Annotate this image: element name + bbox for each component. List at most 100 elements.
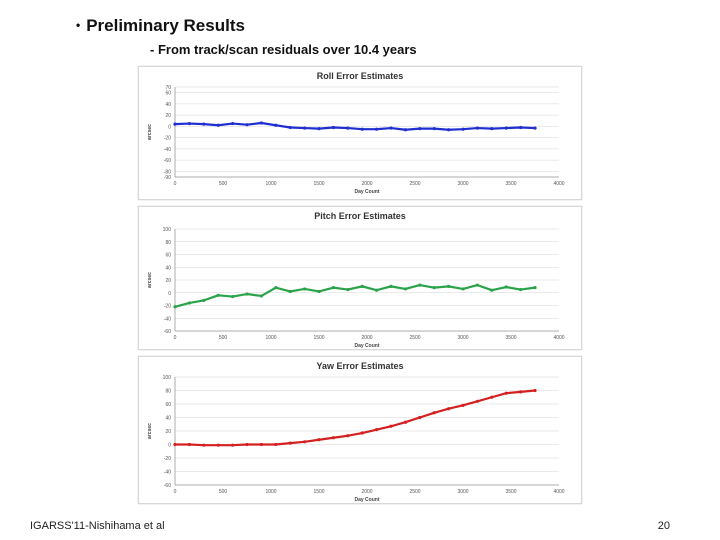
chart-title: Pitch Error Estimates (314, 211, 406, 221)
y-tick-label: -40 (164, 147, 171, 153)
y-tick-label: -40 (164, 316, 171, 322)
data-point (447, 128, 451, 132)
data-point (216, 123, 220, 127)
yaw-chart: Yaw Error Estimates 100 80 60 40 20 0 -20 -40 -60… (147, 361, 565, 503)
data-point (317, 127, 321, 131)
data-point (432, 286, 436, 290)
y-tick-label: 20 (165, 278, 171, 284)
y-tick-label: 80 (165, 240, 171, 246)
y-tick-label: 100 (163, 227, 172, 233)
data-point (274, 286, 278, 290)
roll-chart-panel: Roll Error Estimates 70 60 40 20 0 -20 -40 -60 -8… (138, 66, 582, 200)
data-point (418, 415, 422, 420)
data-point (432, 411, 436, 415)
x-tick-label: 3000 (457, 335, 468, 341)
data-point (447, 407, 451, 411)
data-point (403, 420, 407, 424)
x-tick-label: 0 (174, 335, 177, 341)
data-point (403, 287, 407, 291)
data-point (187, 121, 191, 126)
y-tick-label: 70 (165, 85, 171, 91)
bullet-marker: • (76, 18, 81, 32)
x-tick-label: 3000 (457, 181, 468, 187)
data-point (504, 285, 508, 289)
x-axis-label: Day Count (355, 497, 380, 503)
y-tick-label: 40 (165, 416, 171, 422)
data-point (274, 123, 278, 127)
data-point (346, 126, 350, 130)
x-tick-label: 500 (219, 181, 228, 187)
data-point (533, 126, 537, 130)
y-tick-label: -20 (164, 304, 171, 310)
y-tick-label: -60 (164, 483, 171, 489)
series-line (174, 121, 536, 131)
data-point (173, 442, 177, 447)
data-point (245, 123, 249, 127)
data-point (331, 125, 335, 130)
data-point (317, 289, 321, 294)
heading-text: Preliminary Results (86, 16, 245, 35)
data-point (288, 289, 292, 294)
data-point (202, 122, 206, 126)
x-tick-label: 2000 (361, 489, 372, 495)
y-tick-label: 60 (165, 91, 171, 97)
data-point (288, 441, 292, 445)
x-tick-label: 4000 (553, 181, 564, 187)
x-tick-label: 0 (174, 489, 177, 495)
x-tick-label: 1500 (313, 335, 324, 341)
x-tick-label: 1000 (265, 335, 276, 341)
data-point (259, 442, 263, 447)
page-number: 20 (657, 520, 670, 532)
data-point (519, 287, 523, 292)
data-point (259, 121, 263, 125)
data-point (303, 287, 307, 291)
data-point (187, 301, 191, 305)
y-tick-label: 0 (168, 124, 171, 130)
data-point (389, 424, 393, 428)
data-point (490, 127, 494, 131)
footer-citation: IGARSS'11-Nishihama et al (30, 520, 165, 532)
data-point (360, 284, 364, 288)
x-axis-label: Day Count (355, 343, 380, 349)
x-tick-label: 2500 (409, 181, 420, 187)
data-point (375, 428, 379, 432)
chart-title: Roll Error Estimates (317, 71, 404, 81)
x-tick-label: 2000 (361, 181, 372, 187)
y-tick-label: -60 (164, 158, 171, 164)
x-tick-label: 2500 (409, 335, 420, 341)
pitch-chart: Pitch Error Estimates 100 80 60 40 20 0 -20 -40 -… (147, 211, 565, 349)
y-tick-label: 100 (163, 375, 172, 381)
y-axis-label: arcsec (147, 423, 153, 439)
y-tick-label: 20 (165, 429, 171, 435)
y-tick-label: -80 (164, 169, 171, 175)
data-point (187, 442, 191, 447)
y-tick-label: -20 (164, 456, 171, 462)
x-tick-label: 4000 (553, 335, 564, 341)
data-point (331, 286, 335, 290)
x-tick-label: 1500 (313, 181, 324, 187)
x-tick-label: 1000 (265, 489, 276, 495)
data-point (202, 298, 206, 302)
slide-subheading: - From track/scan residuals over 10.4 ye… (150, 42, 417, 57)
x-tick-label: 2000 (361, 335, 372, 341)
data-point (504, 391, 508, 395)
data-point (231, 121, 235, 126)
data-point (389, 126, 393, 130)
data-point (375, 127, 379, 131)
y-tick-label: 0 (168, 443, 171, 449)
data-point (403, 128, 407, 132)
pitch-chart-panel: Pitch Error Estimates 100 80 60 40 20 0 -20 -40 -… (138, 206, 582, 350)
data-point (461, 403, 465, 407)
x-tick-label: 500 (219, 489, 228, 495)
y-tick-label: -40 (164, 470, 171, 476)
data-point (303, 440, 307, 444)
data-point (173, 305, 177, 309)
y-tick-label: -90 (164, 175, 171, 181)
y-tick-label: 60 (165, 402, 171, 408)
data-point (331, 436, 335, 440)
data-point (432, 127, 436, 131)
data-point (475, 283, 479, 287)
x-tick-label: 3500 (505, 335, 516, 341)
data-point (447, 284, 451, 288)
data-point (346, 434, 350, 438)
